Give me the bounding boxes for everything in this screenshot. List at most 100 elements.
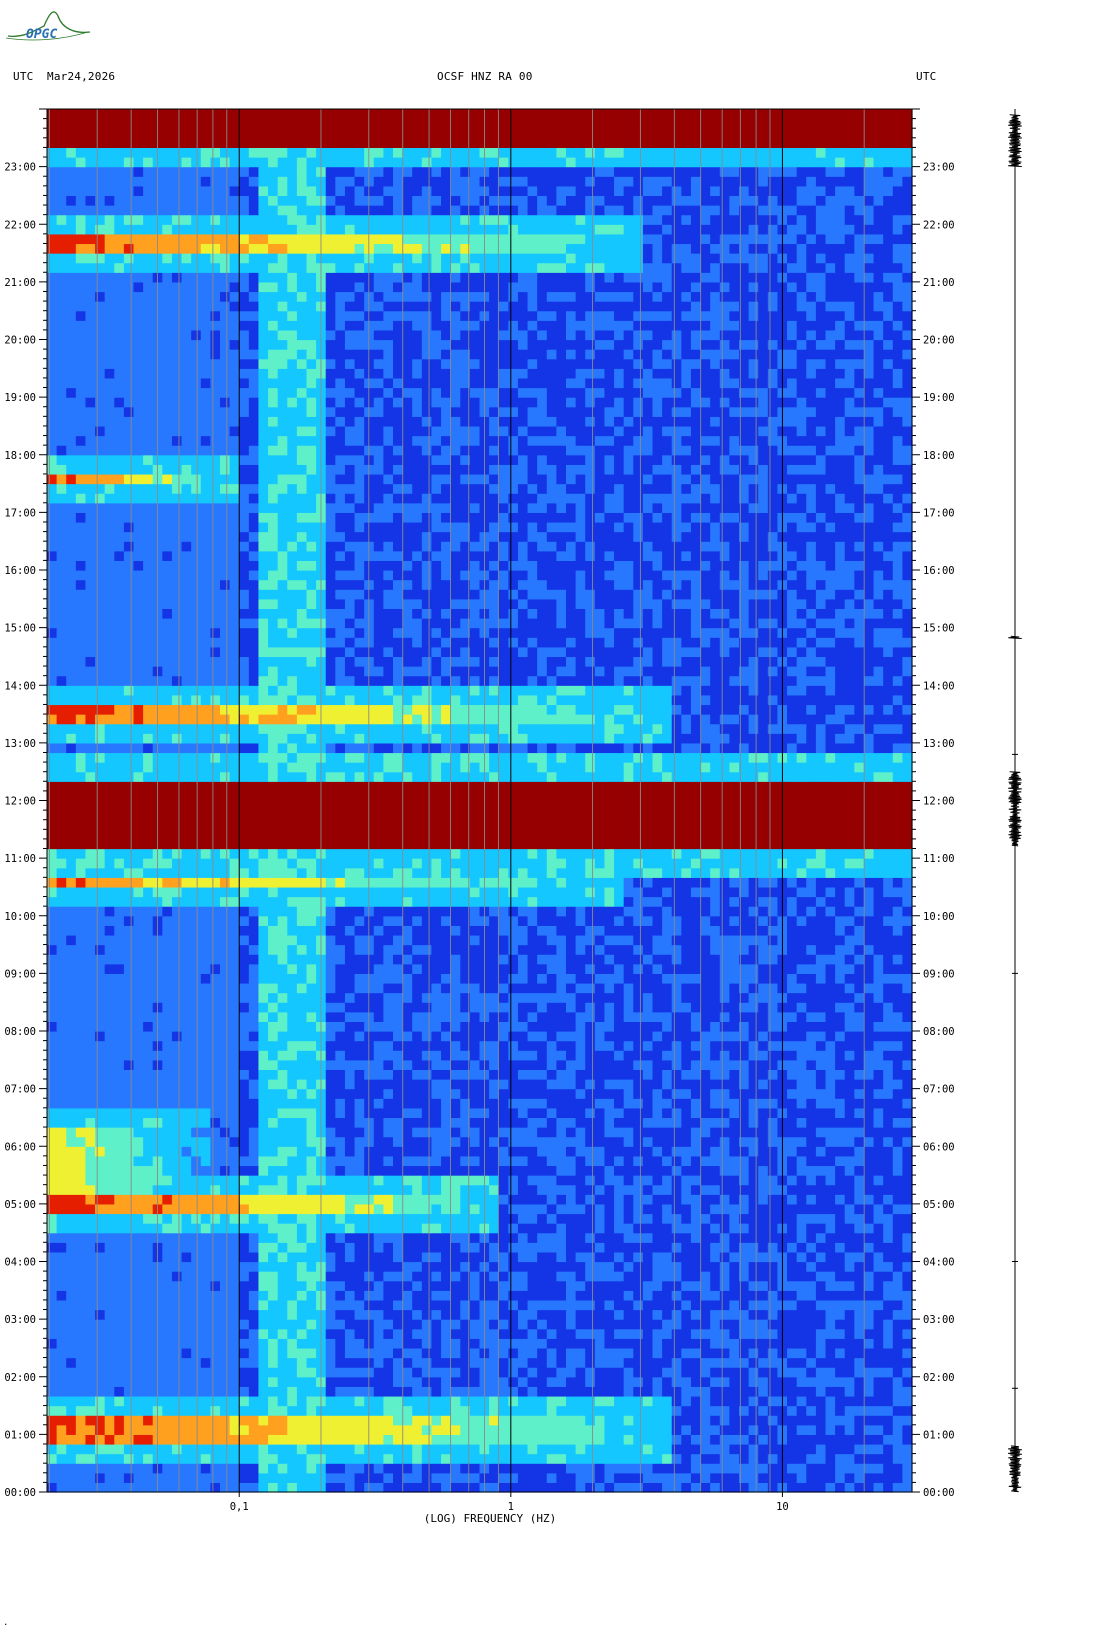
heatmap-cell bbox=[758, 1127, 769, 1138]
heatmap-cell bbox=[335, 1290, 346, 1301]
heatmap-cell bbox=[835, 1203, 846, 1215]
heatmap-cell bbox=[604, 1079, 615, 1090]
heatmap-cell bbox=[719, 1424, 730, 1435]
heatmap-cell bbox=[412, 1213, 423, 1224]
heatmap-cell bbox=[171, 954, 183, 965]
heatmap-cell bbox=[364, 1328, 375, 1339]
heatmap-cell bbox=[402, 1472, 413, 1483]
heatmap-cell bbox=[662, 1117, 673, 1128]
heatmap-cell bbox=[489, 992, 500, 1003]
heatmap-cell bbox=[335, 1098, 346, 1109]
heatmap-cell bbox=[681, 973, 692, 984]
heatmap-cell bbox=[364, 1434, 375, 1445]
heatmap-cell bbox=[614, 1386, 625, 1397]
heatmap-cell bbox=[402, 1453, 413, 1464]
heatmap-cell bbox=[815, 1290, 827, 1301]
heatmap-cell bbox=[681, 1261, 692, 1272]
heatmap-cell bbox=[200, 1347, 211, 1359]
heatmap-cell bbox=[767, 1165, 779, 1176]
heatmap-cell bbox=[210, 1127, 221, 1138]
heatmap-cell bbox=[75, 1155, 87, 1167]
heatmap-cell bbox=[364, 1175, 375, 1186]
heatmap-cell bbox=[546, 1184, 557, 1195]
heatmap-cell bbox=[537, 1031, 548, 1042]
heatmap-cell bbox=[306, 1155, 317, 1167]
heatmap-cell bbox=[835, 1127, 846, 1138]
heatmap-cell bbox=[373, 1002, 384, 1013]
heatmap-cell bbox=[306, 1319, 317, 1330]
heatmap-cell bbox=[104, 1443, 115, 1455]
heatmap-cell bbox=[873, 1107, 884, 1119]
heatmap-cell bbox=[902, 1079, 913, 1090]
heatmap-cell bbox=[835, 1242, 846, 1253]
heatmap-cell bbox=[441, 1011, 452, 1022]
heatmap-cell bbox=[171, 963, 183, 974]
heatmap-cell bbox=[344, 1107, 356, 1119]
heatmap-cell bbox=[344, 1117, 356, 1128]
heatmap-cell bbox=[412, 1395, 423, 1407]
heatmap-cell bbox=[566, 1002, 577, 1013]
heatmap-cell bbox=[104, 1271, 115, 1282]
heatmap-cell bbox=[758, 1472, 769, 1483]
heatmap-cell bbox=[758, 963, 769, 974]
heatmap-cell bbox=[594, 1213, 606, 1224]
heatmap-cell bbox=[748, 1050, 759, 1061]
heatmap-cell bbox=[354, 1424, 365, 1435]
heatmap-cell bbox=[700, 1328, 711, 1339]
heatmap-cell bbox=[489, 1184, 500, 1195]
heatmap-cell bbox=[335, 1472, 346, 1483]
heatmap-cell bbox=[210, 1194, 221, 1205]
heatmap-cell bbox=[402, 1338, 413, 1349]
heatmap-cell bbox=[268, 1280, 279, 1291]
heatmap-cell bbox=[575, 1127, 586, 1138]
heatmap-cell bbox=[431, 1127, 442, 1138]
heatmap-cell bbox=[835, 1031, 846, 1042]
heatmap-cell bbox=[277, 1098, 288, 1109]
heatmap-cell bbox=[143, 1021, 154, 1032]
heatmap-cell bbox=[719, 1175, 730, 1186]
heatmap-cell bbox=[421, 1357, 433, 1368]
heatmap-cell bbox=[652, 992, 663, 1003]
heatmap-cell bbox=[469, 1165, 481, 1176]
heatmap-cell bbox=[623, 1242, 634, 1253]
heatmap-cell bbox=[431, 1271, 442, 1282]
heatmap-cell bbox=[604, 1155, 615, 1167]
heatmap-cell bbox=[748, 1136, 759, 1147]
heatmap-cell bbox=[892, 1415, 903, 1426]
heatmap-cell bbox=[537, 1347, 548, 1359]
heatmap-cell bbox=[95, 1261, 106, 1272]
heatmap-cell bbox=[767, 1021, 779, 1032]
heatmap-cell bbox=[143, 982, 154, 994]
heatmap-cell bbox=[306, 982, 317, 994]
heatmap-cell bbox=[460, 1386, 471, 1397]
heatmap-cell bbox=[248, 1290, 260, 1301]
heatmap-cell bbox=[652, 1088, 663, 1099]
heatmap-cell bbox=[662, 1098, 673, 1109]
heatmap-cell bbox=[287, 1271, 298, 1282]
heatmap-cell bbox=[508, 1107, 519, 1119]
heatmap-cell bbox=[402, 1280, 413, 1291]
heatmap-cell bbox=[431, 1261, 442, 1272]
heatmap-cell bbox=[364, 1376, 375, 1387]
heatmap-cell bbox=[393, 1376, 404, 1387]
heatmap-cell bbox=[825, 1011, 836, 1022]
heatmap-cell bbox=[719, 1165, 730, 1176]
heatmap-cell bbox=[220, 1251, 231, 1263]
heatmap-cell bbox=[575, 1290, 586, 1301]
heatmap-cell bbox=[248, 1415, 260, 1426]
heatmap-cell bbox=[171, 1328, 183, 1339]
heatmap-cell bbox=[123, 1213, 135, 1224]
heatmap-cell bbox=[594, 1107, 606, 1119]
heatmap-cell bbox=[556, 1271, 567, 1282]
heatmap-cell bbox=[498, 1021, 509, 1032]
heatmap-cell bbox=[796, 1453, 807, 1464]
heatmap-cell bbox=[614, 1251, 625, 1263]
heatmap-cell bbox=[739, 1290, 750, 1301]
heatmap-cell bbox=[393, 1328, 404, 1339]
heatmap-cell bbox=[191, 1242, 202, 1253]
heatmap-cell bbox=[441, 1271, 452, 1282]
heatmap-cell bbox=[335, 1107, 346, 1119]
heatmap-cell bbox=[287, 1328, 298, 1339]
heatmap-cell bbox=[296, 1405, 308, 1416]
heatmap-cell bbox=[460, 1040, 471, 1051]
